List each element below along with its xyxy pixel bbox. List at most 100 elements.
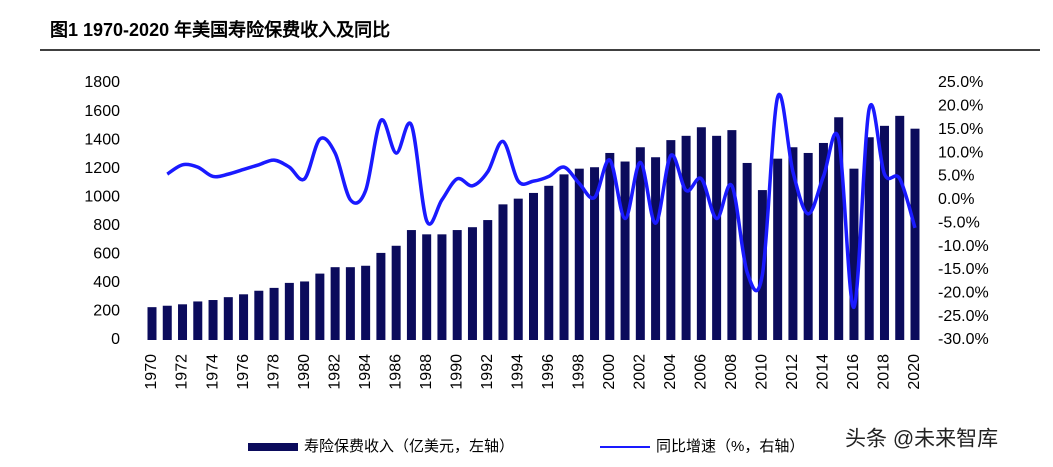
bar xyxy=(605,152,615,340)
bar xyxy=(330,267,340,340)
bar xyxy=(803,152,813,340)
y2-tick-label: -30.0% xyxy=(938,331,989,348)
bar xyxy=(284,282,294,340)
bar xyxy=(818,142,828,340)
bar xyxy=(834,117,844,341)
bar xyxy=(681,135,691,340)
x-tick-label: 1970 xyxy=(143,354,160,390)
x-tick-label: 1974 xyxy=(204,354,221,390)
legend-swatch xyxy=(248,443,298,451)
bar xyxy=(696,127,706,340)
y2-tick-label: 15.0% xyxy=(938,121,983,138)
y-tick-label: 1200 xyxy=(84,160,120,177)
bar xyxy=(742,162,752,340)
y-tick-label: 1800 xyxy=(84,74,120,91)
bar xyxy=(406,230,416,340)
x-tick-label: 2020 xyxy=(906,354,923,390)
bar xyxy=(239,294,249,340)
bar xyxy=(437,234,447,340)
bar xyxy=(162,305,172,340)
bar xyxy=(910,128,920,340)
y2-tick-label: -25.0% xyxy=(938,308,989,325)
y2-tick-label: -10.0% xyxy=(938,238,989,255)
bar xyxy=(315,273,325,340)
bar xyxy=(620,161,630,340)
bar xyxy=(254,290,264,340)
y2-tick-label: 10.0% xyxy=(938,144,983,161)
x-tick-label: 1988 xyxy=(418,354,435,390)
x-tick-label: 2010 xyxy=(754,354,771,390)
y-tick-label: 400 xyxy=(93,274,120,291)
bar xyxy=(391,245,401,340)
bar xyxy=(773,158,783,340)
bar xyxy=(498,204,508,340)
bar xyxy=(879,125,889,340)
bar xyxy=(635,147,645,340)
bar xyxy=(376,252,386,340)
bar xyxy=(590,167,600,340)
bar xyxy=(544,185,554,340)
x-tick-label: 2016 xyxy=(845,354,862,390)
bar xyxy=(895,115,905,340)
bar xyxy=(223,297,233,340)
x-tick-label: 2018 xyxy=(876,354,893,390)
bar xyxy=(452,230,462,340)
y-tick-label: 1400 xyxy=(84,131,120,148)
bar xyxy=(574,168,584,340)
bar xyxy=(193,301,203,340)
x-tick-label: 2012 xyxy=(784,354,801,390)
x-tick-label: 1996 xyxy=(540,354,557,390)
y-tick-label: 200 xyxy=(93,303,120,320)
x-tick-label: 1982 xyxy=(326,354,343,390)
y-tick-label: 1600 xyxy=(84,103,120,120)
legend-label: 同比增速（%，右轴） xyxy=(656,438,804,455)
bar xyxy=(788,147,798,340)
x-tick-label: 1980 xyxy=(296,354,313,390)
bar xyxy=(651,157,661,340)
y2-tick-label: -5.0% xyxy=(938,214,980,231)
x-tick-label: 1990 xyxy=(448,354,465,390)
x-tick-label: 1992 xyxy=(479,354,496,390)
bar xyxy=(666,140,676,340)
watermark: 头条 @未来智库 xyxy=(845,428,998,451)
x-tick-label: 1986 xyxy=(387,354,404,390)
x-tick-label: 1984 xyxy=(357,354,374,390)
bar xyxy=(483,220,493,340)
y2-tick-label: 5.0% xyxy=(938,168,974,185)
x-tick-label: 1976 xyxy=(235,354,252,390)
y-tick-label: 600 xyxy=(93,246,120,263)
bar xyxy=(208,300,218,340)
y2-tick-label: 20.0% xyxy=(938,98,983,115)
y2-tick-label: 25.0% xyxy=(938,74,983,91)
y2-tick-label: 0.0% xyxy=(938,191,974,208)
bar xyxy=(361,265,371,340)
legend-label: 寿险保费收入（亿美元，左轴） xyxy=(304,438,514,455)
line xyxy=(166,92,917,310)
bar xyxy=(727,130,737,340)
bar xyxy=(559,174,569,340)
x-tick-label: 1978 xyxy=(265,354,282,390)
bar xyxy=(849,168,859,340)
bar xyxy=(422,234,432,340)
bar xyxy=(147,307,157,340)
y2-tick-label: -15.0% xyxy=(938,261,989,278)
x-tick-label: 2006 xyxy=(693,354,710,390)
x-tick-label: 2014 xyxy=(815,354,832,390)
x-tick-label: 2004 xyxy=(662,354,679,390)
bar xyxy=(712,135,722,340)
bar xyxy=(300,281,310,340)
x-tick-label: 2000 xyxy=(601,354,618,390)
x-tick-label: 1994 xyxy=(509,354,526,390)
bar xyxy=(864,137,874,340)
y-tick-label: 0 xyxy=(111,331,120,348)
x-tick-label: 2002 xyxy=(632,354,649,390)
chart-title: 图1 1970-2020 年美国寿险保费收入及同比 xyxy=(50,19,390,40)
bar xyxy=(269,287,279,340)
x-tick-label: 1998 xyxy=(570,354,587,390)
bar xyxy=(178,304,188,340)
x-tick-label: 2008 xyxy=(723,354,740,390)
bar xyxy=(529,192,538,340)
y-tick-label: 1000 xyxy=(84,188,120,205)
bar xyxy=(345,267,355,340)
